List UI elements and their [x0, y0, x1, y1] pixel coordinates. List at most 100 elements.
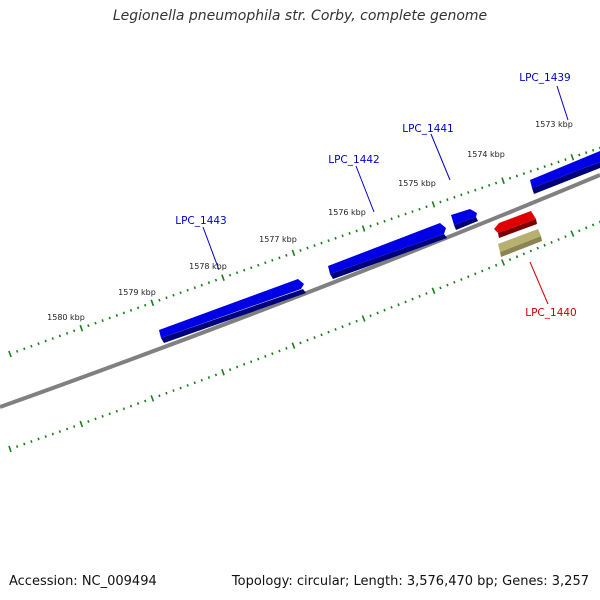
inner-ring-tick [557, 238, 560, 241]
gene-label-lpc-1443[interactable]: LPC_1443 [175, 215, 227, 227]
inner-ring-tick [172, 389, 175, 392]
inner-ring-tick [522, 252, 526, 256]
inner-ring-tick [200, 378, 203, 382]
outer-ring-tick [418, 207, 421, 211]
inner-ring-tick [79, 420, 84, 428]
outer-ring-tick [474, 188, 477, 192]
gene-label-lpc-1439[interactable]: LPC_1439 [519, 72, 571, 84]
gene-lpc-1443[interactable] [159, 279, 306, 343]
gene-lpc-1440[interactable] [494, 211, 537, 238]
map-title: Legionella pneumophila str. Corby, compl… [112, 8, 488, 24]
outer-ring-tick [453, 195, 456, 199]
outer-ring-tick [341, 234, 344, 238]
inner-ring-tick [108, 412, 111, 416]
inner-ring-tick [58, 430, 62, 433]
leader-lpc-1442 [355, 165, 375, 213]
outer-ring-tick [122, 311, 126, 315]
inner-ring-tick [376, 311, 379, 315]
outer-ring-tick [193, 286, 196, 290]
outer-ring-tick [172, 293, 175, 297]
outer-ring-tick [136, 306, 140, 310]
inner-ring-tick [51, 432, 54, 436]
inner-ring-tick [214, 373, 218, 377]
gene-lpc-1443-shade [161, 289, 306, 343]
inner-ring-tick [494, 263, 498, 267]
inner-ring-tick [65, 427, 69, 431]
outer-ring-tick [446, 198, 449, 202]
inner-ring-tick [37, 437, 40, 441]
outer-ring-tick [361, 225, 366, 232]
inner-ring-tick [487, 266, 491, 270]
gene-lpc-1442-arrow [328, 223, 446, 274]
inner-ring-tick [8, 445, 12, 453]
inner-ring-tick [257, 357, 260, 361]
gene-lpc-1441[interactable] [451, 209, 478, 230]
scale-label-1578: 1578 kbp [189, 262, 227, 271]
gene-label-lpc-1442[interactable]: LPC_1442 [328, 154, 380, 166]
gene-lpc-1442[interactable] [328, 223, 447, 279]
gene-lpc-1440-arrow [494, 211, 536, 233]
outer-ring-tick [291, 249, 296, 257]
inner-ring-tick [390, 305, 393, 309]
inner-ring-tick [320, 333, 323, 337]
outer-ring-tick [313, 244, 316, 247]
inner-ring-tick [285, 346, 288, 350]
inner-ring-tick [299, 341, 302, 345]
inner-ring-tick [501, 259, 506, 266]
inner-ring-tick [474, 272, 477, 276]
inner-ring-tick [570, 230, 575, 237]
outer-ring-tick [243, 268, 246, 272]
outer-ring-tick [165, 296, 168, 300]
outer-ring-tick [515, 174, 519, 178]
outer-ring-tick [79, 324, 84, 332]
outer-ring-tick [144, 303, 147, 307]
gene-lpc-1440-shade [498, 219, 537, 238]
inner-ring-tick [94, 417, 97, 421]
scale-label-1575: 1575 kbp [398, 179, 436, 188]
inner-ring-tick [221, 369, 225, 376]
outer-ring-tick [264, 261, 267, 265]
outer-ring-tick [150, 299, 155, 307]
genome-summary-text: Topology: circular; Length: 3,576,470 bp… [231, 574, 589, 589]
outer-ring-tick [73, 329, 76, 333]
gene-lpc-1441-shade [454, 217, 478, 230]
gene-label-lpc-1440[interactable]: LPC_1440 [525, 307, 577, 319]
inner-ring-tick [136, 402, 140, 405]
feature-lpc-1440-shade [500, 236, 542, 257]
inner-ring-tick [467, 275, 470, 279]
outer-ring-tick [481, 186, 484, 190]
leader-lpc-1441 [430, 133, 451, 181]
inner-ring-tick [129, 404, 133, 408]
inner-ring-tick [271, 352, 274, 356]
inner-ring-tick [264, 354, 267, 358]
outer-ring-tick [37, 342, 40, 346]
inner-ring-tick [536, 246, 539, 250]
inner-ring-tick [87, 420, 90, 423]
outer-ring-tick [299, 249, 302, 252]
inner-ring-tick [144, 399, 147, 403]
inner-ring-tick [404, 300, 407, 304]
outer-ring-tick [228, 273, 232, 277]
feature-lpc-1440-region[interactable] [498, 229, 542, 257]
outer-ring-tick [411, 210, 414, 213]
outer-ring-tick [271, 258, 274, 262]
outer-ring-tick [508, 176, 512, 180]
outer-ring-tick [207, 281, 211, 285]
scale-label-1574: 1574 kbp [467, 150, 505, 159]
outer-ring-tick [425, 205, 428, 209]
scale-label-1580: 1580 kbp [47, 313, 85, 322]
inner-ring-tick [460, 278, 463, 281]
outer-ring-tick [58, 334, 62, 338]
outer-ring-tick [15, 349, 19, 353]
inner-ring-tick [591, 223, 595, 227]
gene-label-lpc-1441[interactable]: LPC_1441 [402, 123, 454, 135]
scale-label-1573: 1573 kbp [535, 120, 573, 129]
outer-ring-tick [494, 181, 498, 185]
outer-ring-tick [101, 319, 104, 322]
outer-tick-ring [8, 146, 600, 358]
outer-ring-tick [214, 278, 218, 282]
inner-ring-tick [158, 394, 161, 398]
inner-ring-tick [508, 258, 512, 262]
outer-ring-tick [179, 291, 182, 295]
gene-lpc-1439[interactable] [530, 151, 600, 194]
